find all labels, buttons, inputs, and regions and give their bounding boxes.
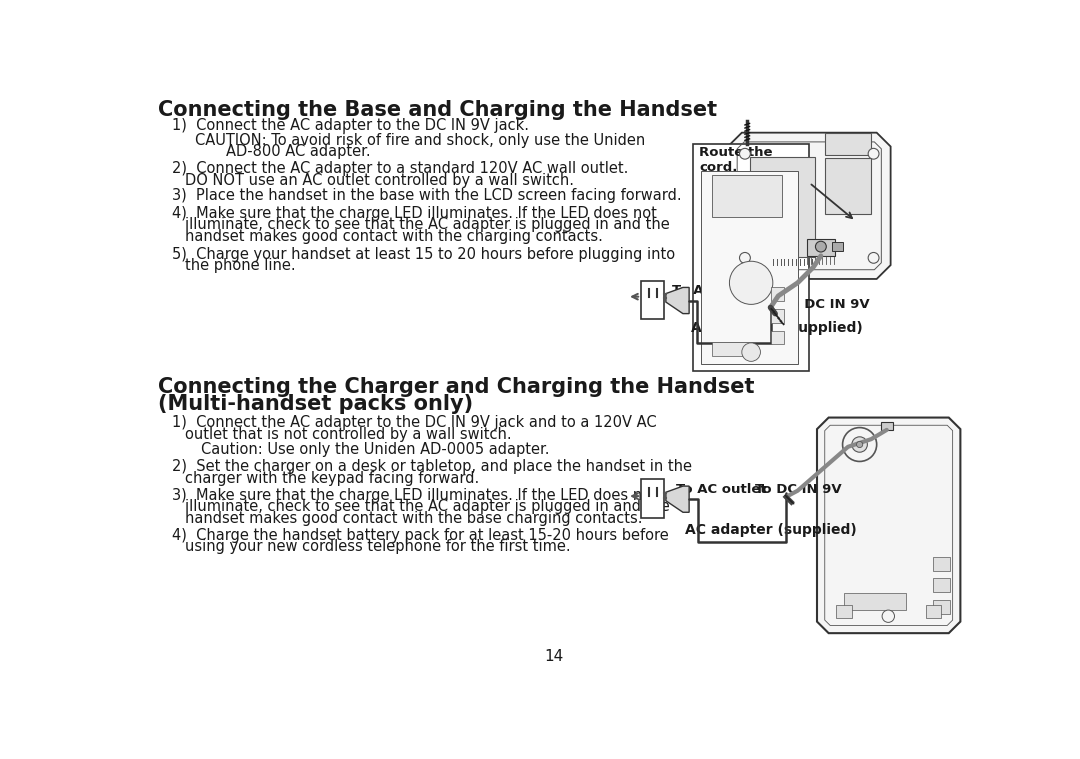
Text: 14: 14 xyxy=(544,649,563,664)
Polygon shape xyxy=(816,417,960,633)
Text: DO NOT use an AC outlet controlled by a wall switch.: DO NOT use an AC outlet controlled by a … xyxy=(185,173,573,187)
Bar xyxy=(701,172,798,364)
Text: 1)  Connect the AC adapter to the DC IN 9V jack.: 1) Connect the AC adapter to the DC IN 9… xyxy=(172,118,529,133)
Polygon shape xyxy=(666,486,689,512)
Circle shape xyxy=(852,437,867,452)
Text: AC adapter (supplied): AC adapter (supplied) xyxy=(691,321,863,335)
Circle shape xyxy=(868,253,879,263)
Bar xyxy=(933,600,950,614)
Text: 1)  Connect the AC adapter to the DC IN 9V jack and to a 120V AC: 1) Connect the AC adapter to the DC IN 9… xyxy=(172,415,657,430)
Bar xyxy=(836,606,852,618)
Text: To DC IN 9V: To DC IN 9V xyxy=(755,483,841,496)
Text: To AC outlet: To AC outlet xyxy=(672,285,762,298)
Text: (Multi-handset packs only): (Multi-handset packs only) xyxy=(159,394,473,414)
Text: illuminate, check to see that the AC adapter is plugged in and the: illuminate, check to see that the AC ada… xyxy=(185,217,670,232)
Bar xyxy=(845,593,906,610)
Text: the phone line.: the phone line. xyxy=(185,258,295,273)
Text: 3)  Make sure that the charge LED illuminates. If the LED does not: 3) Make sure that the charge LED illumin… xyxy=(172,487,657,502)
Text: uniden: uniden xyxy=(848,594,877,603)
Text: handset makes good contact with the base charging contacts.: handset makes good contact with the base… xyxy=(185,511,643,526)
Bar xyxy=(807,239,835,256)
Text: using your new cordless telephone for the first time.: using your new cordless telephone for th… xyxy=(185,539,570,554)
Text: To AC outlet: To AC outlet xyxy=(676,483,767,496)
Circle shape xyxy=(868,148,879,159)
Bar xyxy=(642,479,664,518)
Bar xyxy=(770,331,784,345)
Circle shape xyxy=(882,610,894,622)
Bar xyxy=(825,158,872,213)
Text: illuminate, check to see that the AC adapter is plugged in and the: illuminate, check to see that the AC ada… xyxy=(185,499,670,514)
Circle shape xyxy=(742,343,760,361)
Text: handset makes good contact with the charging contacts.: handset makes good contact with the char… xyxy=(185,229,603,244)
Bar xyxy=(713,342,751,356)
Text: AD-800 AC adapter.: AD-800 AC adapter. xyxy=(227,144,372,159)
Text: 3)  Place the handset in the base with the LCD screen facing forward.: 3) Place the handset in the base with th… xyxy=(172,188,681,203)
Bar xyxy=(770,309,784,323)
Text: 5)  Charge your handset at least 15 to 20 hours before plugging into: 5) Charge your handset at least 15 to 20… xyxy=(172,247,675,262)
Text: Caution: Use only the Uniden AD-0005 adapter.: Caution: Use only the Uniden AD-0005 ada… xyxy=(201,442,550,457)
Bar xyxy=(642,281,664,319)
Bar xyxy=(713,175,782,217)
Text: AC adapter (supplied): AC adapter (supplied) xyxy=(685,523,858,537)
Text: CAUTION: To avoid risk of fire and shock, only use the Uniden: CAUTION: To avoid risk of fire and shock… xyxy=(195,133,646,148)
Bar xyxy=(770,288,784,301)
Bar xyxy=(693,144,809,371)
Circle shape xyxy=(740,148,751,159)
Circle shape xyxy=(740,253,751,263)
Polygon shape xyxy=(666,288,689,313)
Bar xyxy=(933,578,950,592)
Text: Connecting the Base and Charging the Handset: Connecting the Base and Charging the Han… xyxy=(159,99,717,120)
Text: 4)  Make sure that the charge LED illuminates. If the LED does not: 4) Make sure that the charge LED illumin… xyxy=(172,206,657,221)
Text: 2)  Connect the AC adapter to a standard 120V AC wall outlet.: 2) Connect the AC adapter to a standard … xyxy=(172,161,629,176)
Text: outlet that is not controlled by a wall switch.: outlet that is not controlled by a wall … xyxy=(185,427,511,442)
Polygon shape xyxy=(728,133,891,279)
Text: To DC IN 9V: To DC IN 9V xyxy=(783,298,869,311)
Text: 4)  Charge the handset battery pack for at least 15-20 hours before: 4) Charge the handset battery pack for a… xyxy=(172,528,669,543)
Circle shape xyxy=(729,261,773,304)
Bar xyxy=(880,422,893,430)
Bar xyxy=(926,606,941,618)
Text: Route the
cord.: Route the cord. xyxy=(699,146,772,174)
Bar xyxy=(750,157,815,257)
Text: Connecting the Charger and Charging the Handset: Connecting the Charger and Charging the … xyxy=(159,376,755,397)
Bar xyxy=(933,557,950,571)
Bar xyxy=(832,242,842,251)
Circle shape xyxy=(856,442,863,448)
Bar xyxy=(825,134,872,155)
Text: charger with the keypad facing forward.: charger with the keypad facing forward. xyxy=(185,471,478,486)
Circle shape xyxy=(815,241,826,252)
Text: 2)  Set the charger on a desk or tabletop, and place the handset in the: 2) Set the charger on a desk or tabletop… xyxy=(172,459,692,474)
